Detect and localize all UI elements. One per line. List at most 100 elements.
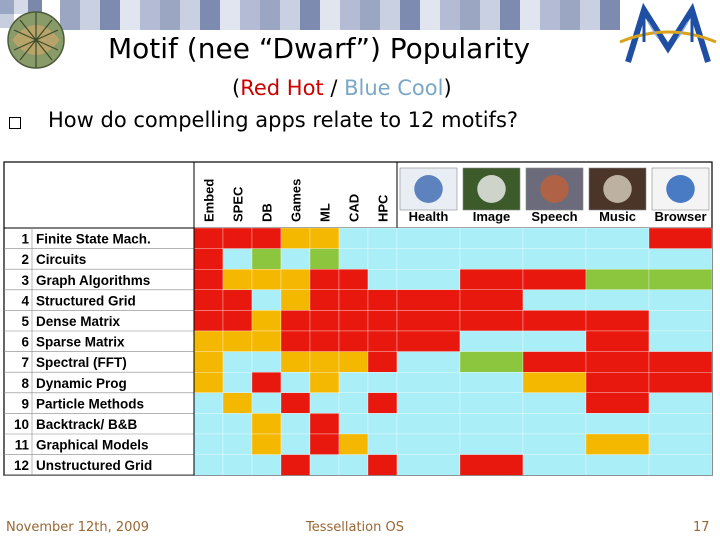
heat-cell — [251, 454, 282, 476]
heat-cell — [522, 227, 587, 249]
motif-name: Dense Matrix — [36, 314, 121, 329]
heat-cell — [193, 372, 224, 393]
header-bar-tile — [220, 0, 240, 30]
heat-cell — [251, 433, 282, 455]
header-bar-tile — [320, 0, 340, 30]
domain-header-spec: SPEC — [231, 186, 246, 222]
heat-cell — [338, 392, 369, 414]
heat-cell — [338, 310, 369, 332]
header-bar-tile — [260, 0, 280, 30]
heat-cell — [222, 269, 253, 290]
motif-number: 5 — [21, 314, 29, 329]
heat-cell — [338, 330, 369, 352]
heat-cell — [280, 310, 311, 332]
heat-cell — [280, 248, 311, 270]
heat-cell — [585, 392, 650, 414]
heat-cell — [251, 392, 282, 414]
motif-name: Graph Algorithms — [36, 273, 150, 288]
heat-cell — [396, 351, 461, 373]
heat-cell — [193, 413, 224, 435]
heat-cell — [459, 269, 524, 290]
heat-cell — [585, 330, 650, 352]
heat-cell — [193, 330, 224, 352]
heat-cell — [459, 330, 524, 352]
heat-cell — [193, 310, 224, 332]
heat-cell — [648, 227, 713, 249]
header-bar-tile — [80, 0, 100, 30]
heat-cell — [648, 248, 713, 270]
heat-cell — [251, 413, 282, 435]
header-bar-tile — [60, 0, 80, 30]
domain-header-hpc: HPC — [376, 194, 391, 222]
heat-cell — [585, 372, 650, 393]
heat-cell — [648, 330, 713, 352]
header-bar-tile — [340, 0, 360, 30]
header-bar-tile — [500, 0, 520, 30]
heat-cell — [280, 227, 311, 249]
heat-cell — [396, 392, 461, 414]
heat-cell — [459, 413, 524, 435]
heat-cell — [222, 413, 253, 435]
header-bar-tile — [360, 0, 380, 30]
heat-cell — [280, 269, 311, 290]
heat-cell — [251, 310, 282, 332]
heat-cell — [396, 269, 461, 290]
heat-cell — [367, 433, 398, 455]
heat-cell — [396, 372, 461, 393]
heat-cell — [338, 289, 369, 311]
heat-cell — [193, 248, 224, 270]
heat-cell — [459, 310, 524, 332]
heat-cell — [522, 248, 587, 270]
heat-cell — [367, 269, 398, 290]
app-header-speech: Speech — [531, 209, 577, 224]
motif-name: Circuits — [36, 252, 86, 267]
heat-cell — [648, 454, 713, 476]
heat-cell — [367, 351, 398, 373]
heat-cell — [251, 227, 282, 249]
motif-number: 8 — [21, 376, 29, 391]
heat-cell — [396, 289, 461, 311]
heat-cell — [280, 289, 311, 311]
heat-cell — [585, 289, 650, 311]
motif-number: 2 — [21, 252, 29, 267]
header-bar-tile — [440, 0, 460, 30]
heat-cell — [367, 248, 398, 270]
heat-cell — [522, 330, 587, 352]
heat-cell — [309, 310, 340, 332]
heat-cell — [309, 269, 340, 290]
header-bar-tile — [180, 0, 200, 30]
header-bar-tile — [540, 0, 560, 30]
subtitle-blue-cool: Blue Cool — [344, 76, 444, 100]
heat-cell — [251, 289, 282, 311]
bullet-text: How do compelling apps relate to 12 moti… — [48, 108, 519, 132]
heat-cell — [459, 351, 524, 373]
app-picture-detail — [540, 175, 569, 203]
heat-cell — [648, 372, 713, 393]
heat-cell — [648, 413, 713, 435]
heat-cell — [522, 310, 587, 332]
footer-title: Tessellation OS — [306, 520, 404, 535]
heat-cell — [338, 372, 369, 393]
heat-cell — [251, 248, 282, 270]
app-picture-detail — [666, 175, 695, 203]
heat-cell — [280, 351, 311, 373]
heat-cell — [522, 289, 587, 311]
heat-cell — [338, 433, 369, 455]
header-bar-tile — [100, 0, 120, 30]
heat-cell — [522, 433, 587, 455]
heat-cell — [193, 351, 224, 373]
subtitle-red-hot: Red Hot — [240, 76, 324, 100]
heat-cell — [648, 392, 713, 414]
heat-cell — [251, 269, 282, 290]
heat-cell — [585, 310, 650, 332]
heat-cell — [648, 289, 713, 311]
heat-cell — [648, 433, 713, 455]
heat-cell — [280, 330, 311, 352]
header-bar-tile — [460, 0, 480, 30]
heat-cell — [522, 392, 587, 414]
heat-cell — [280, 392, 311, 414]
heat-cell — [585, 248, 650, 270]
heat-cell — [222, 433, 253, 455]
motif-name: Dynamic Prog — [36, 376, 127, 391]
heat-cell — [585, 413, 650, 435]
